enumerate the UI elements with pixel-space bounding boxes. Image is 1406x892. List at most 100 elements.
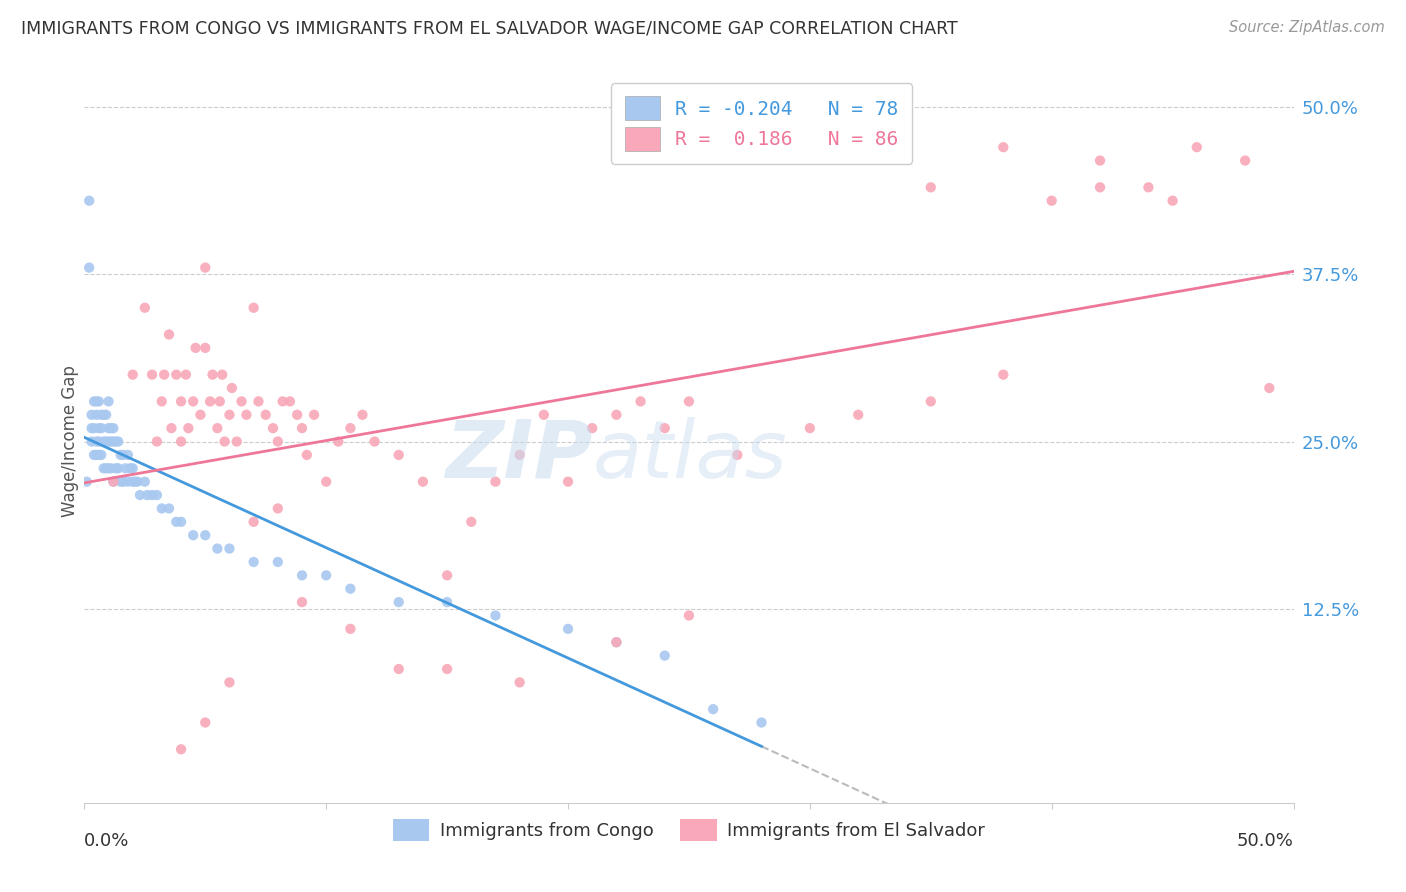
Point bbox=[799, 421, 821, 435]
Point bbox=[90, 421, 112, 435]
Point bbox=[94, 461, 117, 475]
Text: 50.0%: 50.0% bbox=[1237, 832, 1294, 850]
Point bbox=[278, 394, 301, 409]
Point bbox=[1258, 381, 1281, 395]
Point bbox=[87, 448, 110, 462]
Point bbox=[170, 394, 193, 409]
Point bbox=[194, 341, 217, 355]
Point bbox=[100, 461, 122, 475]
Text: atlas: atlas bbox=[592, 417, 787, 495]
Point bbox=[184, 341, 207, 355]
Point bbox=[235, 408, 257, 422]
Y-axis label: Wage/Income Gap: Wage/Income Gap bbox=[60, 366, 79, 517]
Point bbox=[339, 421, 361, 435]
Point bbox=[103, 475, 125, 489]
Point bbox=[93, 461, 115, 475]
Point bbox=[352, 408, 374, 422]
Point bbox=[83, 394, 105, 409]
Point bbox=[218, 408, 240, 422]
Point bbox=[388, 662, 411, 676]
Point bbox=[165, 368, 187, 382]
Point bbox=[557, 475, 579, 489]
Point bbox=[201, 368, 224, 382]
Point bbox=[436, 568, 458, 582]
Point bbox=[136, 488, 159, 502]
Point bbox=[97, 394, 120, 409]
Point bbox=[77, 260, 100, 275]
Point bbox=[630, 394, 652, 409]
Point bbox=[509, 448, 531, 462]
Point bbox=[83, 421, 105, 435]
Point bbox=[725, 448, 748, 462]
Point bbox=[654, 421, 676, 435]
Point bbox=[86, 448, 108, 462]
Point bbox=[160, 421, 183, 435]
Point bbox=[86, 394, 108, 409]
Point bbox=[846, 408, 869, 422]
Point bbox=[134, 475, 156, 489]
Point bbox=[315, 475, 337, 489]
Point bbox=[97, 461, 120, 475]
Point bbox=[83, 448, 105, 462]
Point bbox=[100, 434, 122, 449]
Legend: Immigrants from Congo, Immigrants from El Salvador: Immigrants from Congo, Immigrants from E… bbox=[385, 812, 993, 848]
Point bbox=[328, 434, 350, 449]
Point bbox=[121, 461, 143, 475]
Point bbox=[302, 408, 325, 422]
Point bbox=[90, 408, 112, 422]
Point bbox=[170, 515, 193, 529]
Point bbox=[76, 475, 98, 489]
Point bbox=[262, 421, 284, 435]
Point bbox=[231, 394, 253, 409]
Point bbox=[1185, 140, 1208, 154]
Point bbox=[124, 475, 146, 489]
Text: Source: ZipAtlas.com: Source: ZipAtlas.com bbox=[1229, 20, 1385, 35]
Point bbox=[146, 434, 169, 449]
Point bbox=[153, 368, 176, 382]
Point bbox=[581, 421, 603, 435]
Point bbox=[157, 501, 180, 516]
Point bbox=[141, 488, 163, 502]
Point bbox=[291, 421, 314, 435]
Point bbox=[1088, 180, 1111, 194]
Point bbox=[104, 434, 127, 449]
Point bbox=[198, 394, 221, 409]
Point bbox=[291, 568, 314, 582]
Point bbox=[80, 408, 103, 422]
Point bbox=[112, 448, 135, 462]
Point bbox=[339, 622, 361, 636]
Point bbox=[509, 675, 531, 690]
Point bbox=[484, 475, 506, 489]
Point bbox=[1161, 194, 1184, 208]
Text: ZIP: ZIP bbox=[444, 417, 592, 495]
Point bbox=[271, 394, 294, 409]
Point bbox=[177, 421, 200, 435]
Point bbox=[100, 421, 122, 435]
Point bbox=[1234, 153, 1257, 168]
Point bbox=[134, 301, 156, 315]
Point bbox=[127, 475, 149, 489]
Point bbox=[181, 528, 204, 542]
Point bbox=[90, 448, 112, 462]
Point bbox=[87, 394, 110, 409]
Point bbox=[208, 394, 231, 409]
Point bbox=[242, 301, 264, 315]
Point bbox=[121, 475, 143, 489]
Point bbox=[920, 180, 942, 194]
Point bbox=[117, 475, 139, 489]
Point bbox=[93, 434, 115, 449]
Point bbox=[218, 541, 240, 556]
Point bbox=[751, 715, 773, 730]
Point bbox=[117, 448, 139, 462]
Point bbox=[80, 434, 103, 449]
Point bbox=[605, 635, 627, 649]
Point bbox=[86, 408, 108, 422]
Point bbox=[484, 608, 506, 623]
Point bbox=[77, 194, 100, 208]
Point bbox=[181, 394, 204, 409]
Point bbox=[363, 434, 385, 449]
Point bbox=[194, 528, 217, 542]
Point bbox=[1137, 180, 1160, 194]
Point bbox=[86, 434, 108, 449]
Point bbox=[412, 475, 434, 489]
